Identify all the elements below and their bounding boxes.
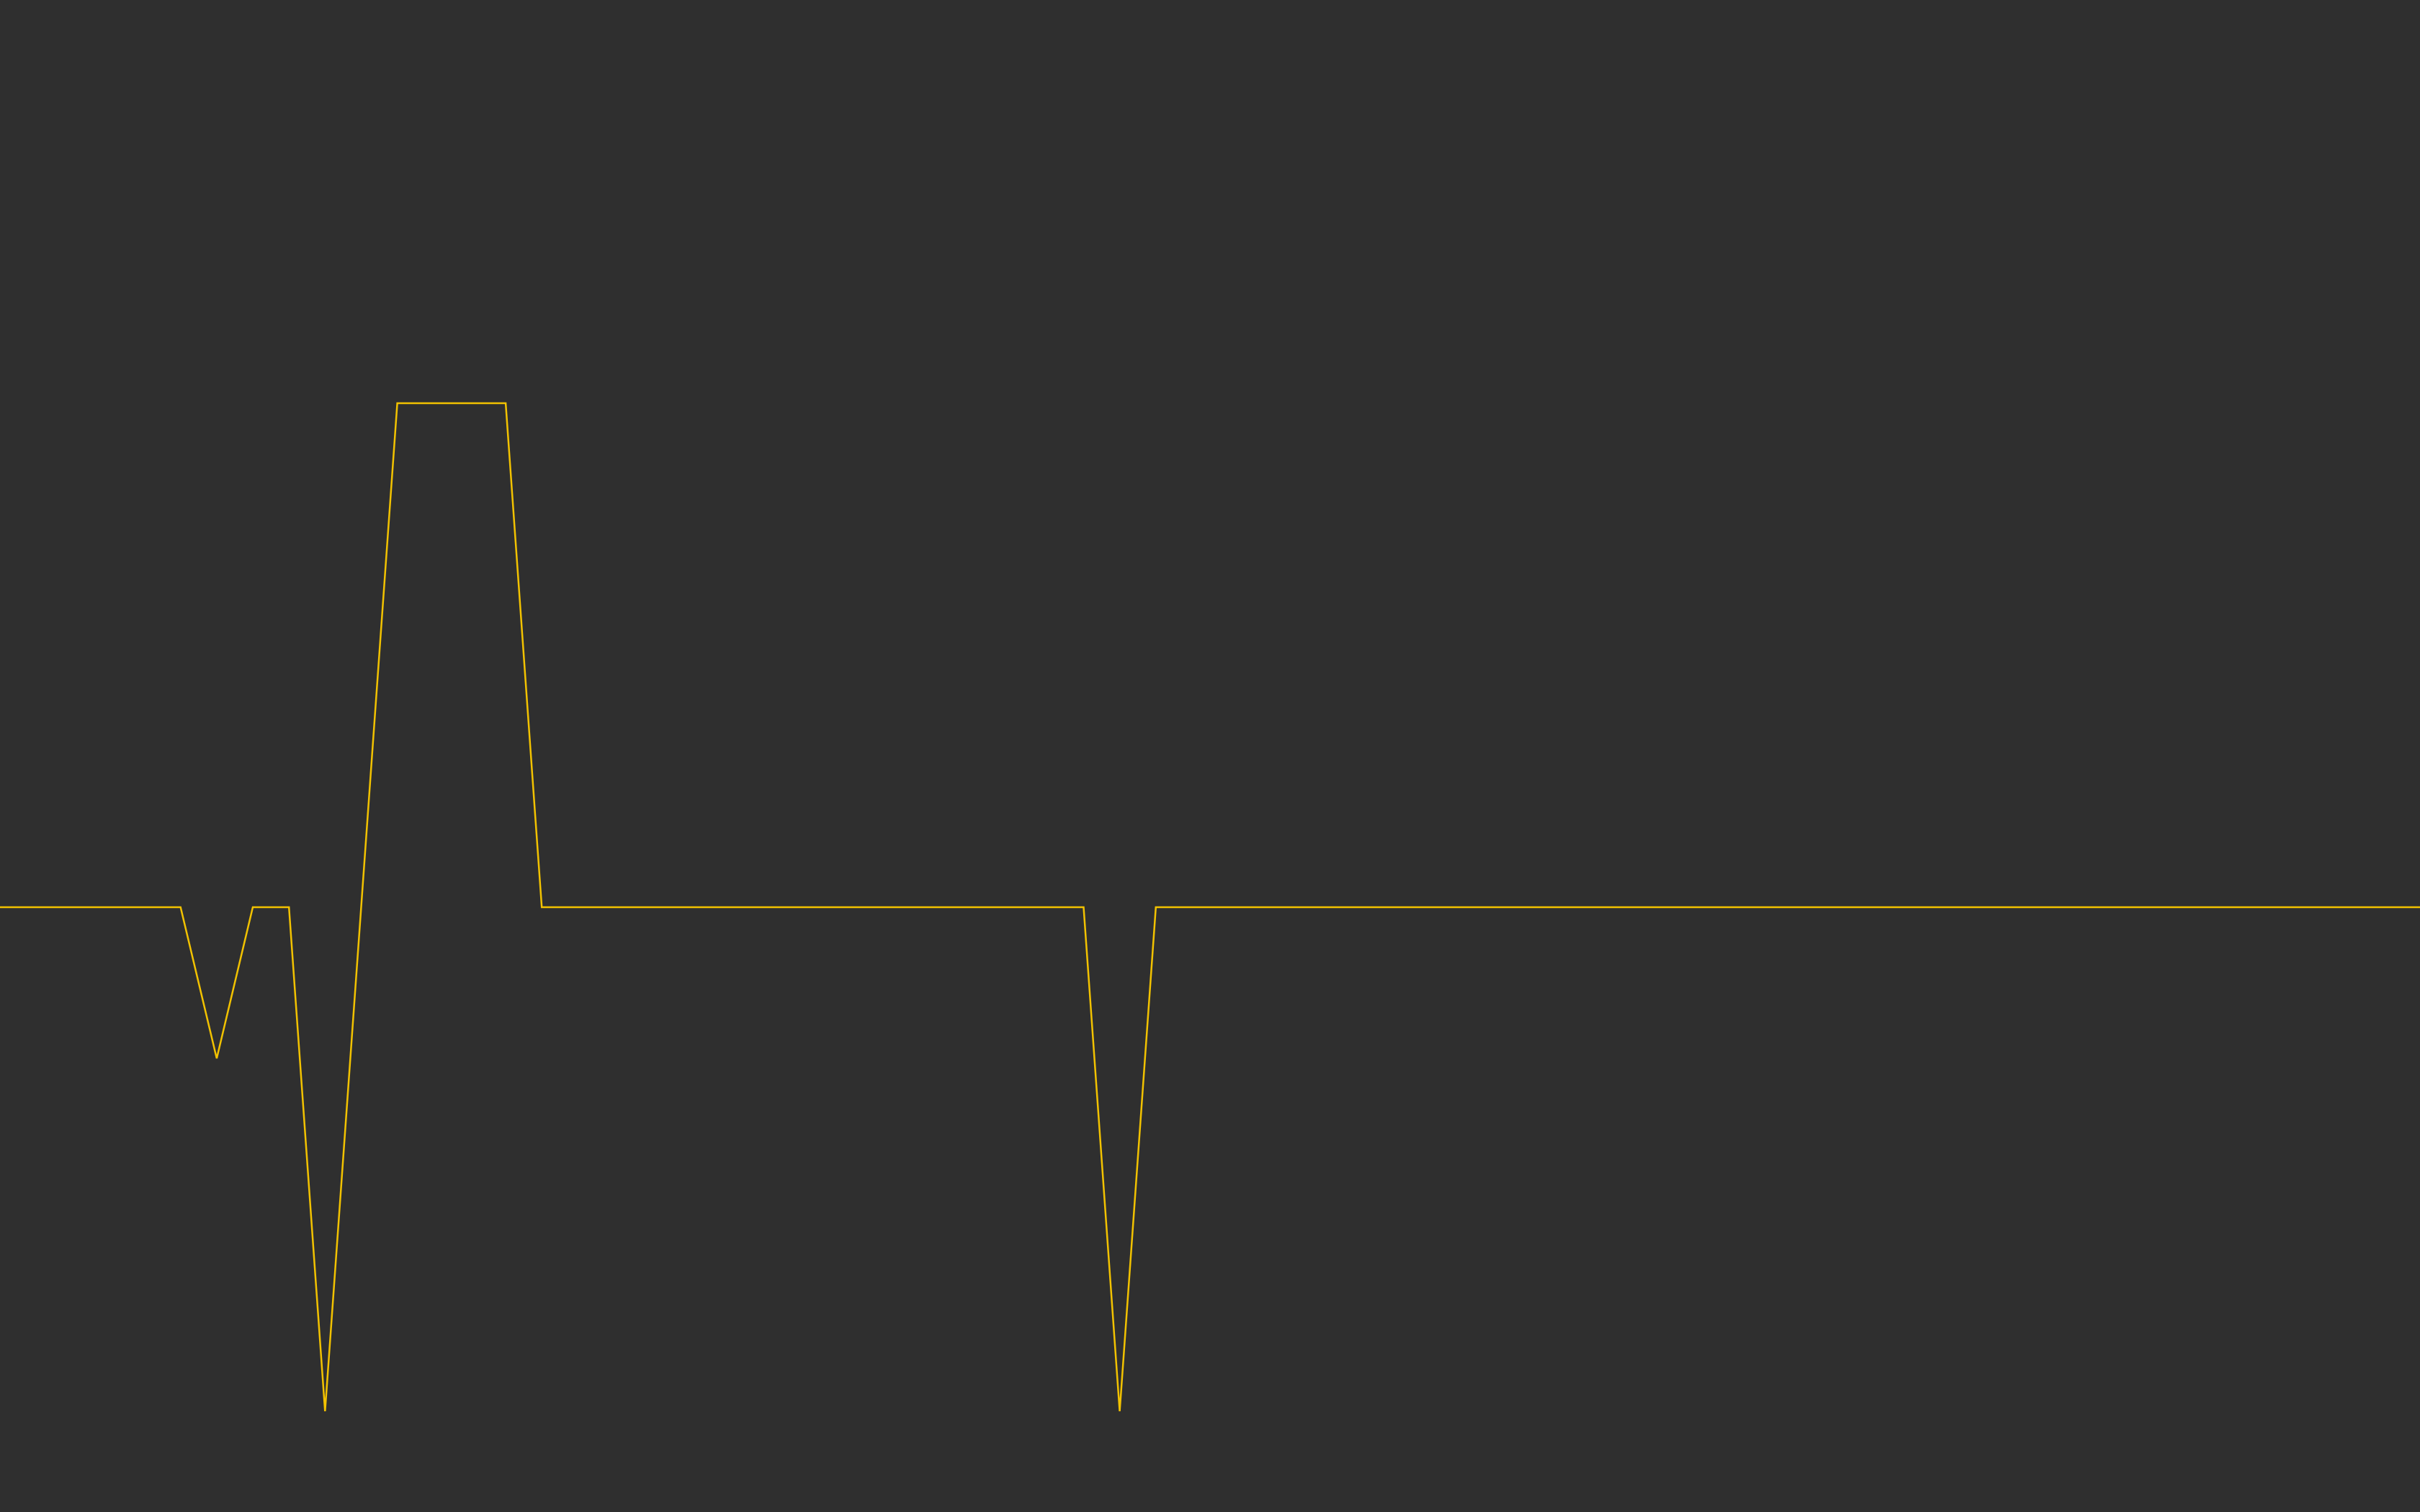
- series-line-0: [0, 402, 2420, 1412]
